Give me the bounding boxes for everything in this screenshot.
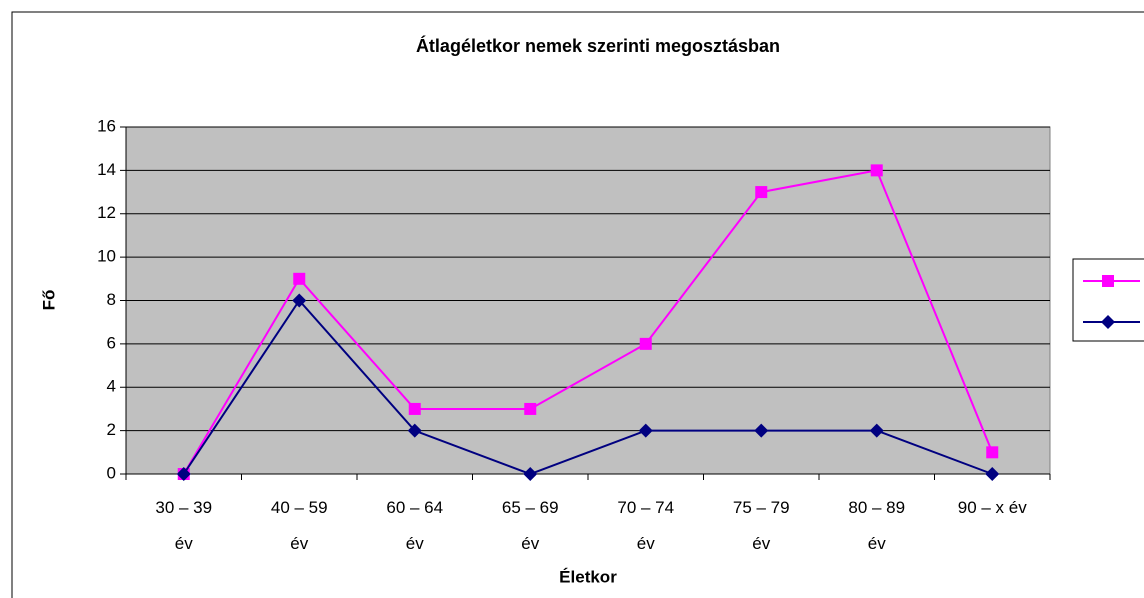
y-tick-label: 4	[107, 377, 116, 396]
y-tick-label: 8	[107, 290, 116, 309]
marker	[754, 423, 769, 438]
y-tick-label: 12	[97, 203, 116, 222]
x-tick-label: 60 – 64 év	[386, 498, 444, 553]
x-tick-label: 40 – 59 év	[270, 498, 328, 553]
x-tick-label: 70 – 74 év	[617, 498, 675, 553]
y-tick-label: 16	[97, 116, 116, 135]
legend	[1072, 258, 1144, 342]
marker	[870, 164, 883, 177]
x-tick-label: 75 – 79 év	[732, 498, 790, 553]
marker	[523, 467, 538, 481]
x-tick-label: 80 – 89 év	[848, 498, 906, 553]
y-tick-label: 2	[107, 420, 116, 439]
marker	[639, 337, 652, 350]
series-line	[182, 169, 994, 475]
y-tick-label: 14	[97, 160, 116, 179]
y-tick-label: 10	[97, 247, 116, 266]
legend-marker	[1101, 315, 1115, 329]
marker	[293, 272, 306, 285]
marker	[176, 467, 191, 481]
x-tick-label: 90 – x év	[957, 498, 1027, 517]
marker	[408, 402, 421, 415]
series-line	[182, 298, 993, 476]
marker	[755, 186, 768, 199]
marker	[869, 423, 884, 438]
legend-marker	[1102, 275, 1114, 287]
marker	[638, 423, 653, 438]
x-tick-label: 65 – 69 év	[501, 498, 559, 553]
marker	[524, 402, 537, 415]
x-axis-label: Életkor	[559, 567, 617, 586]
marker	[407, 423, 422, 438]
x-tick-label: 30 – 39 év	[155, 498, 213, 553]
y-axis-label: Fő	[39, 290, 58, 311]
marker	[986, 446, 999, 459]
marker	[292, 293, 307, 308]
y-tick-label: 6	[107, 333, 116, 352]
marker	[985, 467, 1000, 481]
y-tick-label: 0	[107, 463, 116, 482]
chart-title: Átlagéletkor nemek szerinti megosztásban	[416, 35, 780, 56]
